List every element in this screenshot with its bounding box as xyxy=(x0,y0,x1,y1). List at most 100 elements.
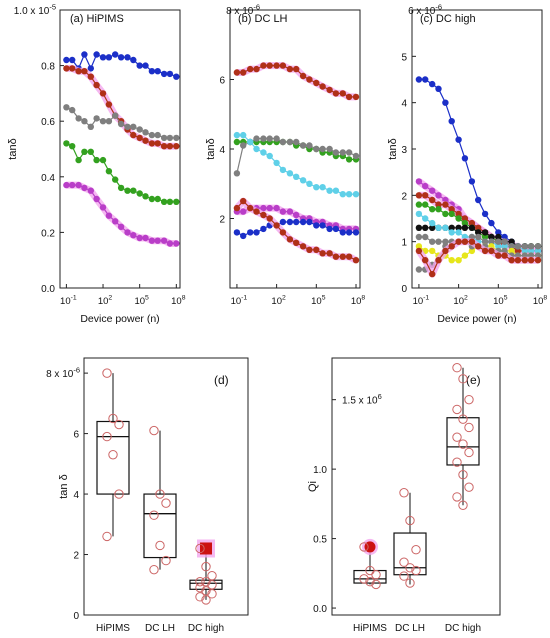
data-point xyxy=(481,238,489,245)
data-point xyxy=(475,229,482,236)
data-point xyxy=(429,270,436,278)
data-point xyxy=(345,191,353,198)
data-point xyxy=(458,439,468,449)
y-tick-label: 8 x 10-6 xyxy=(226,3,260,18)
data-point xyxy=(69,56,76,64)
y-tick-label: 0.6 xyxy=(41,117,55,128)
data-point xyxy=(136,62,143,69)
data-point xyxy=(247,229,254,236)
data-point xyxy=(240,131,247,139)
data-point xyxy=(306,218,313,226)
data-point xyxy=(286,138,294,146)
data-point xyxy=(233,170,241,177)
data-point xyxy=(399,557,409,567)
data-point xyxy=(534,247,542,255)
data-point xyxy=(63,104,70,111)
data-point xyxy=(195,543,205,554)
data-point xyxy=(458,414,468,424)
data-point xyxy=(514,247,522,255)
data-point xyxy=(313,184,320,191)
data-point xyxy=(266,135,273,142)
data-point xyxy=(422,182,429,190)
data-point xyxy=(345,156,353,163)
data-point xyxy=(461,215,469,222)
data-point xyxy=(475,224,482,231)
data-point xyxy=(117,54,125,61)
data-point xyxy=(148,140,156,147)
data-point xyxy=(429,196,436,204)
data-point xyxy=(124,187,131,194)
data-point xyxy=(93,51,100,58)
data-point xyxy=(468,238,476,245)
data-point xyxy=(481,247,489,255)
data-point xyxy=(69,65,76,72)
data-point xyxy=(461,155,469,162)
data-point xyxy=(429,238,436,245)
x-tick-label: 102 xyxy=(271,295,286,307)
data-point xyxy=(345,253,353,260)
data-point xyxy=(313,222,320,229)
data-point xyxy=(306,142,313,149)
plot-frame xyxy=(83,357,249,616)
data-point xyxy=(488,238,495,245)
data-point xyxy=(260,225,267,233)
data-point xyxy=(173,73,180,80)
data-point xyxy=(464,394,474,405)
y-tick-label: 0.4 xyxy=(41,173,55,184)
y-tick-label: 0.0 xyxy=(41,284,55,295)
data-point xyxy=(452,457,462,467)
data-point xyxy=(299,142,307,149)
data-point xyxy=(319,250,326,257)
data-point xyxy=(501,243,508,250)
data-point xyxy=(293,239,300,246)
data-point xyxy=(339,229,346,236)
data-point xyxy=(154,140,161,147)
data-point xyxy=(458,500,468,510)
data-point xyxy=(458,469,468,480)
data-point xyxy=(293,65,300,73)
data-point xyxy=(435,238,442,245)
data-point xyxy=(464,447,474,458)
line-panel-3: (c) DC high 0 1 2 3 4 5 6 x 10-6 10-1 102 105 108 De… xyxy=(387,3,547,326)
data-point xyxy=(452,363,462,373)
data-point xyxy=(112,51,119,58)
data-point xyxy=(475,196,482,204)
category-label: HiPIMS xyxy=(96,623,130,634)
data-point xyxy=(273,159,280,167)
data-point xyxy=(233,138,241,146)
data-point xyxy=(508,238,515,245)
y-tick-label: 6 x 10-6 xyxy=(408,3,442,18)
data-point xyxy=(161,555,171,566)
data-point xyxy=(422,257,429,264)
data-point xyxy=(352,191,360,198)
data-point xyxy=(313,145,320,153)
data-point xyxy=(273,222,280,229)
x-tick-label: 108 xyxy=(171,295,186,307)
data-point xyxy=(299,72,307,80)
data-point xyxy=(306,246,313,253)
data-point xyxy=(455,215,462,222)
data-point xyxy=(81,68,88,75)
data-point xyxy=(534,243,542,250)
data-point xyxy=(253,65,260,73)
data-point xyxy=(136,126,143,133)
data-point xyxy=(160,237,168,244)
data-point xyxy=(501,238,508,245)
data-point xyxy=(319,145,326,153)
data-point xyxy=(422,233,429,241)
data-point xyxy=(371,579,381,590)
data-point xyxy=(266,215,273,222)
data-point xyxy=(435,85,442,93)
data-point xyxy=(352,257,360,264)
data-point xyxy=(247,204,254,212)
data-point xyxy=(273,62,280,69)
data-point xyxy=(266,62,273,69)
data-point xyxy=(452,492,462,502)
data-point xyxy=(233,69,241,76)
data-point xyxy=(527,243,535,250)
data-point xyxy=(299,177,307,184)
data-point xyxy=(166,198,174,205)
data-point xyxy=(455,229,462,236)
data-point xyxy=(81,148,88,155)
series-line xyxy=(66,184,177,245)
